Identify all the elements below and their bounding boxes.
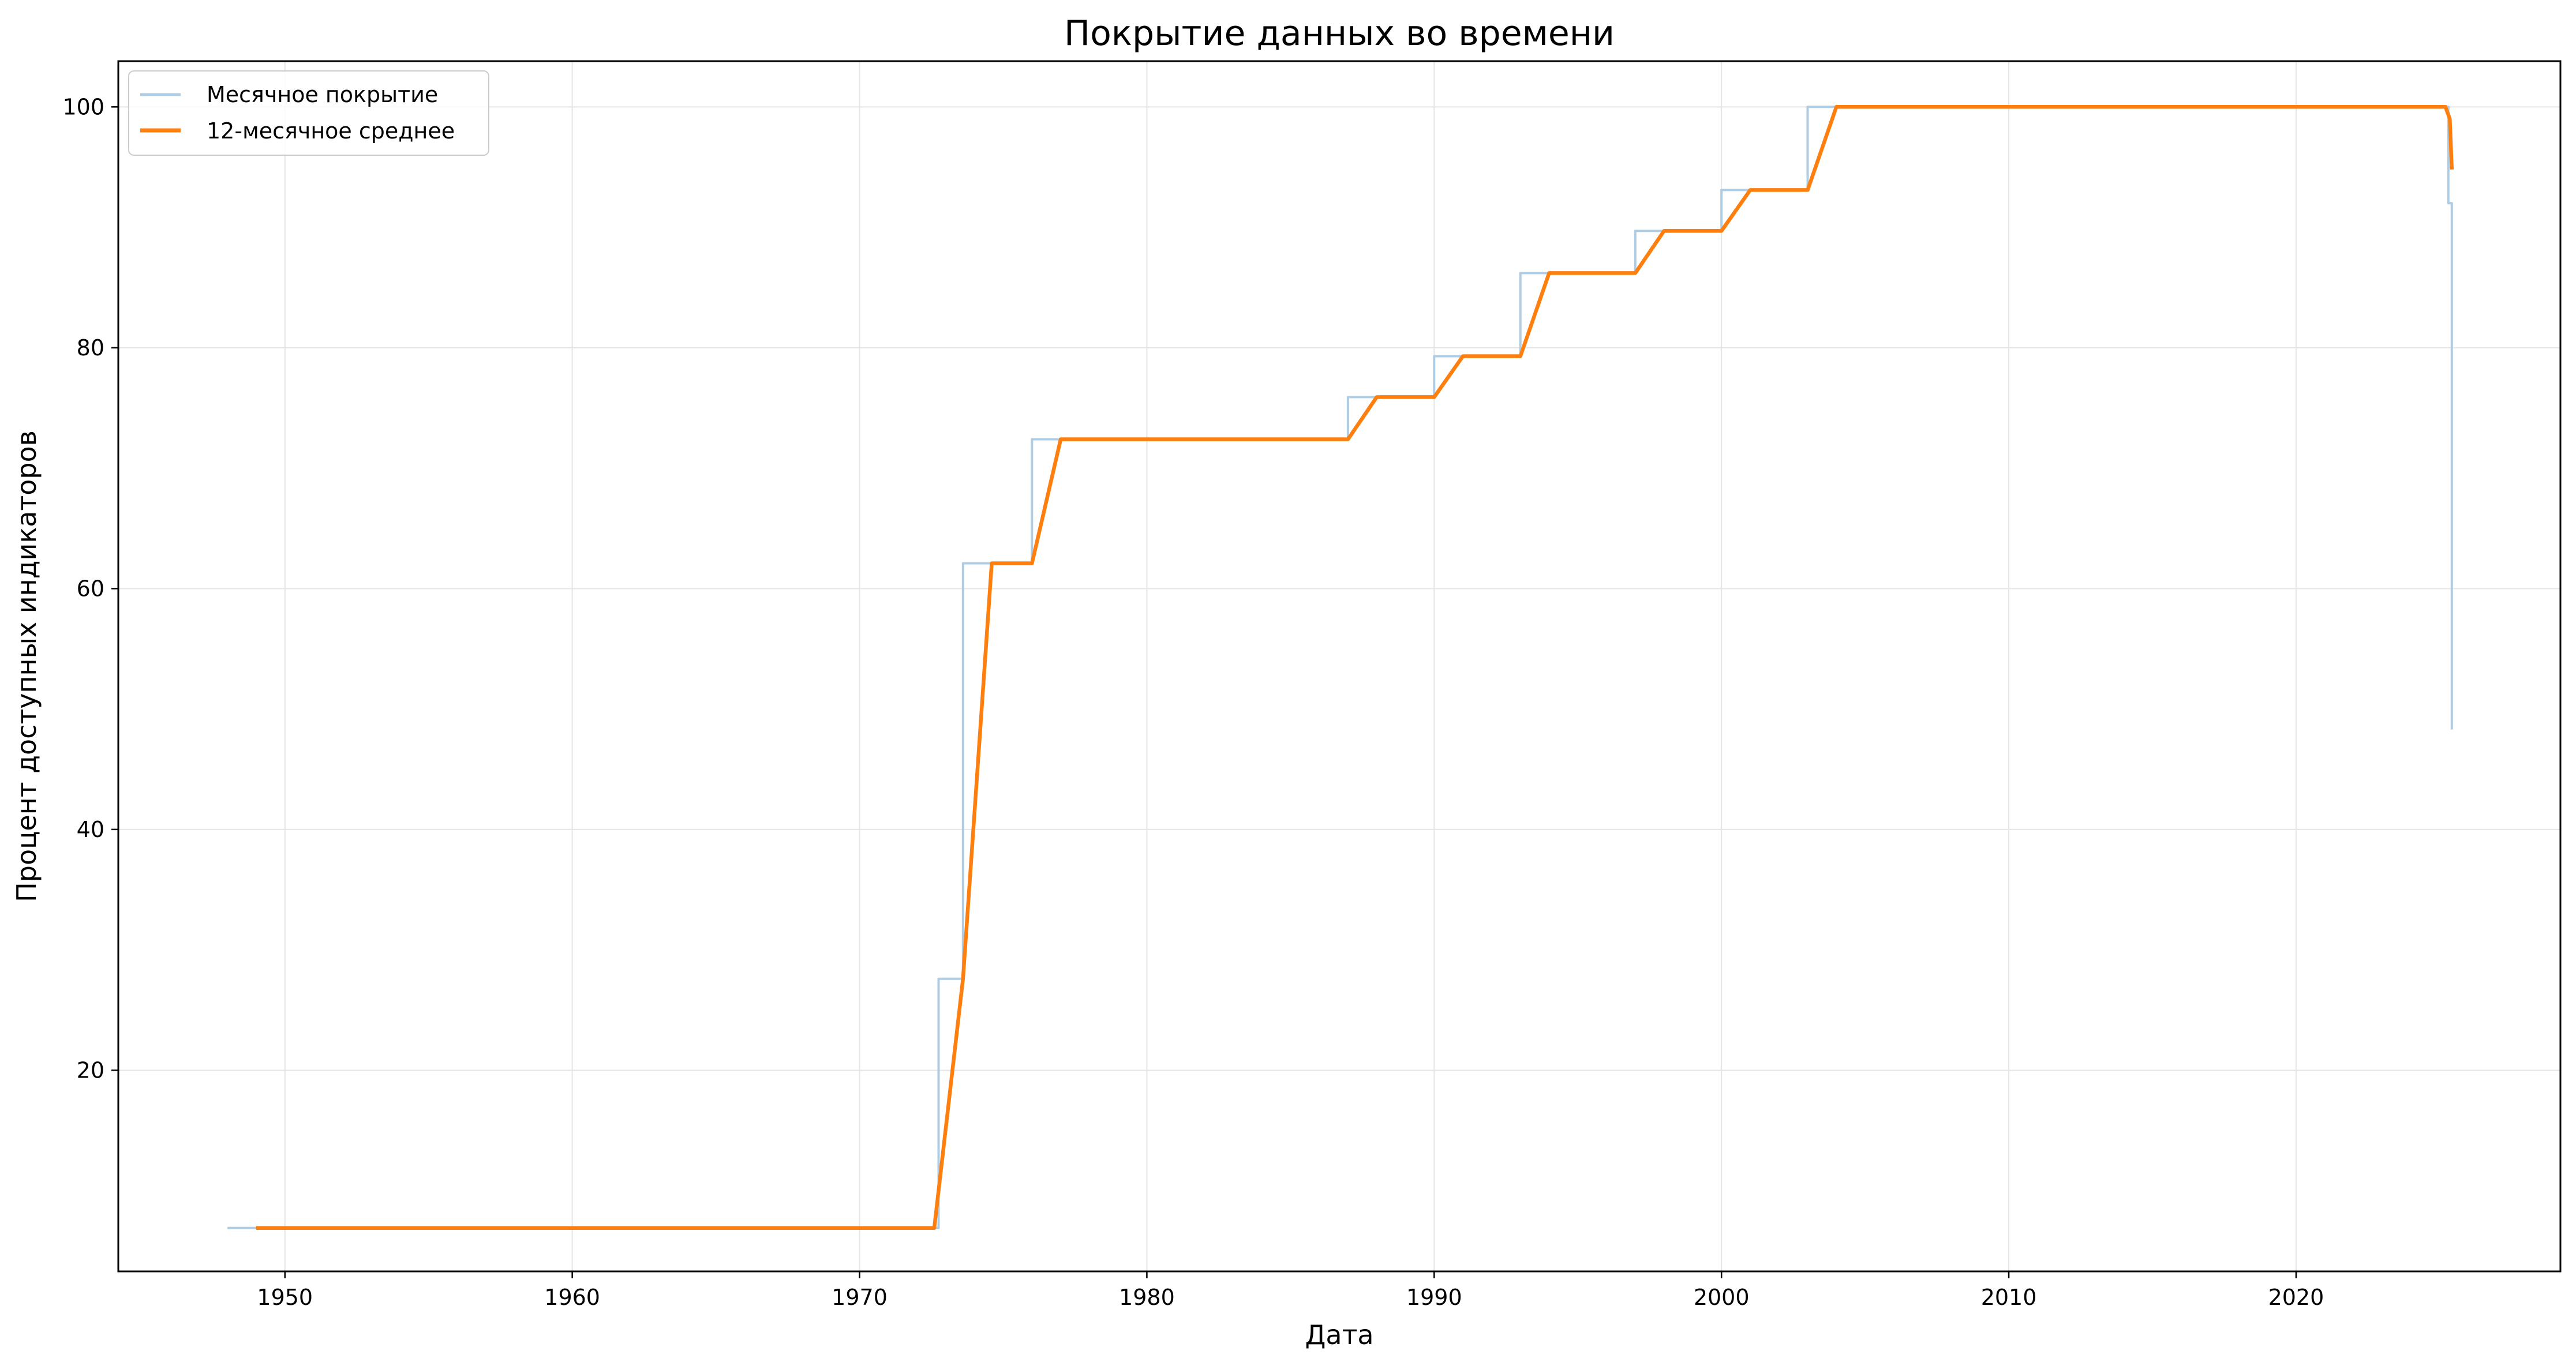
- y-tick-label: 60: [77, 576, 104, 601]
- x-tick-label: 1970: [832, 1285, 888, 1310]
- y-tick-label: 40: [77, 817, 104, 842]
- y-tick-label: 80: [77, 335, 104, 361]
- x-tick-label: 1960: [544, 1285, 600, 1310]
- x-tick-label: 1980: [1119, 1285, 1175, 1310]
- x-tick-label: 2000: [1694, 1285, 1750, 1310]
- legend-label-rolling-average: 12-месячное среднее: [207, 118, 455, 144]
- x-tick-label: 1990: [1406, 1285, 1462, 1310]
- y-tick-label: 100: [62, 94, 104, 119]
- rolling-average-line: [256, 105, 2454, 1230]
- chart-title: Покрытие данных во времени: [1064, 13, 1615, 54]
- legend: Месячное покрытие 12-месячное среднее: [128, 70, 489, 156]
- x-tick-label: 2020: [2268, 1285, 2324, 1310]
- plot-frame: [117, 60, 2562, 1273]
- axis-ticks: 1950 1960 1970 1980 1990 2000 2010 202020406080…: [62, 94, 2324, 1310]
- x-tick-label: 1950: [257, 1285, 313, 1310]
- x-tick-label: 2010: [1981, 1285, 2037, 1310]
- legend-label-monthly: Месячное покрытие: [207, 82, 438, 107]
- series-lines: [227, 105, 2454, 1230]
- legend-box: [128, 70, 489, 156]
- y-tick-label: 20: [77, 1057, 104, 1083]
- x-axis-label: Дата: [1305, 1319, 1373, 1350]
- y-axis-label: Процент доступных индикаторов: [11, 430, 42, 902]
